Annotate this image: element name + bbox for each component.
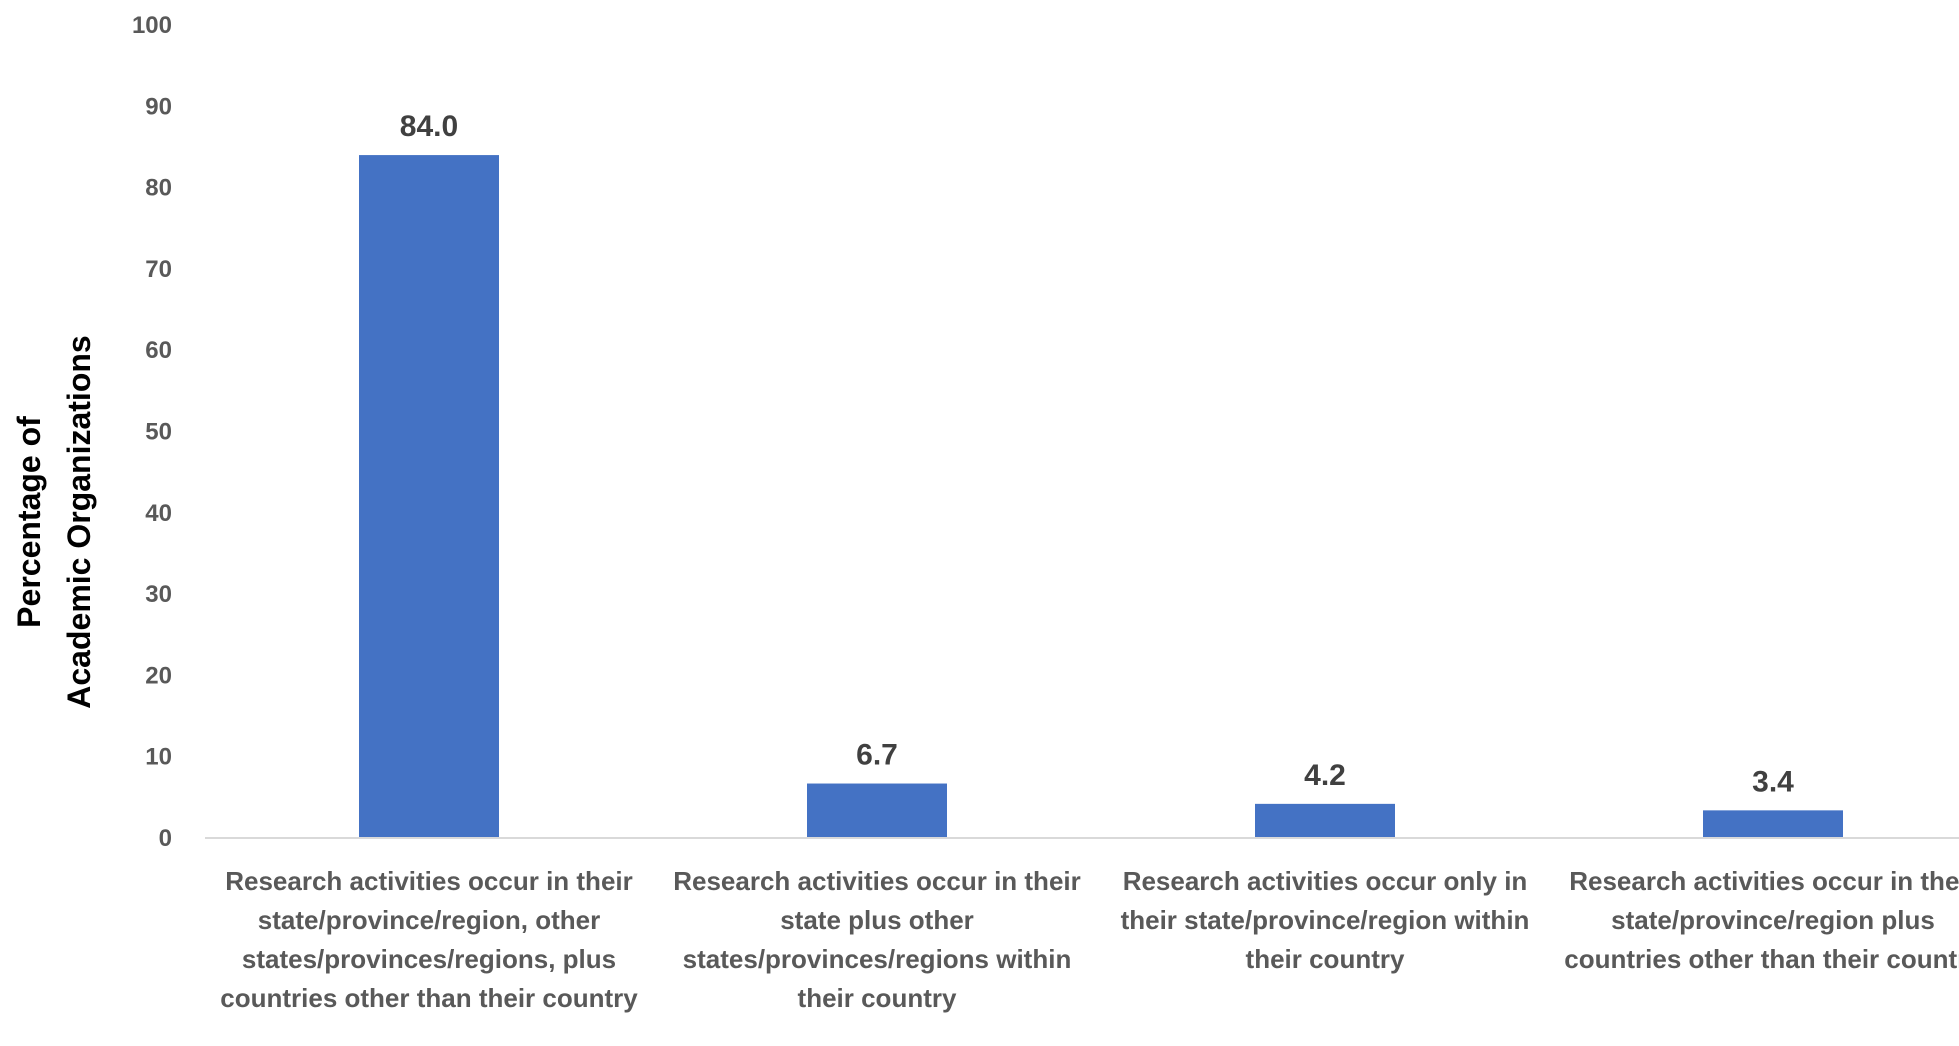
bar — [807, 783, 947, 838]
y-tick-label: 10 — [145, 744, 172, 771]
y-tick-label: 0 — [159, 825, 172, 852]
bar-value-label: 6.7 — [856, 739, 898, 772]
bars — [359, 155, 1843, 838]
data-labels: 84.0 6.7 4.2 3.4 — [400, 110, 1794, 798]
y-axis-title-line-1: Percentage of — [11, 416, 47, 628]
y-tick-label: 80 — [145, 175, 172, 202]
y-tick-label: 100 — [132, 12, 172, 39]
y-axis-title-line-2: Academic Organizations — [61, 335, 97, 708]
bar-value-label: 4.2 — [1304, 759, 1346, 792]
y-tick-label: 60 — [145, 337, 172, 364]
bar — [1703, 810, 1843, 838]
x-category-label: Research activities occur in their state… — [220, 866, 638, 1013]
x-category-label: Research activities occur in their state… — [673, 866, 1081, 1013]
x-category-label: Research activities occur in their state… — [1564, 866, 1959, 974]
y-tick-label: 50 — [145, 419, 172, 446]
y-tick-label: 70 — [145, 256, 172, 283]
y-tick-label: 30 — [145, 581, 172, 608]
bar — [359, 155, 499, 838]
bar — [1255, 803, 1395, 838]
y-axis-ticks: 0 10 20 30 40 50 60 70 80 90 100 — [132, 12, 172, 852]
y-tick-label: 90 — [145, 93, 172, 120]
x-category-label: Research activities occur only in their … — [1120, 866, 1530, 974]
y-tick-label: 40 — [145, 500, 172, 527]
bar-value-label: 3.4 — [1752, 765, 1794, 798]
y-tick-label: 20 — [145, 662, 172, 689]
bar-value-label: 84.0 — [400, 110, 458, 143]
